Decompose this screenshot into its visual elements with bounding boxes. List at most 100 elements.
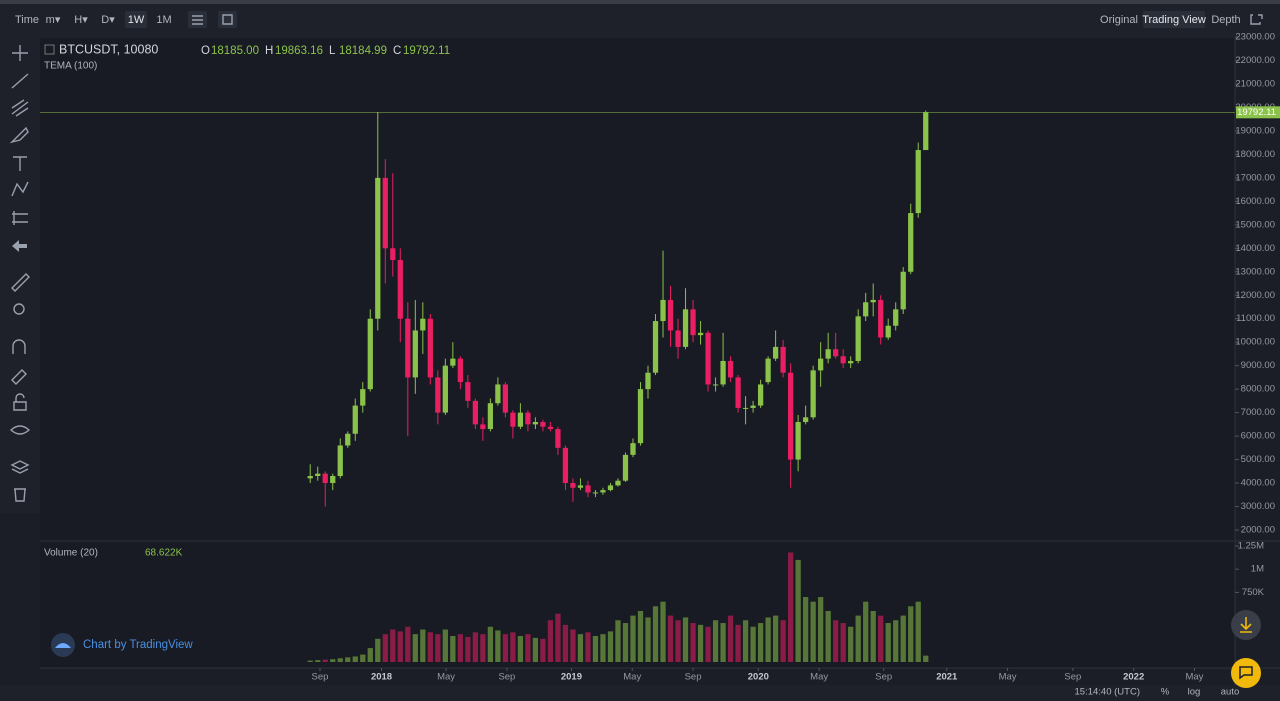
volume-bar (682, 617, 689, 662)
volume-bar (757, 623, 764, 662)
magnet-tool[interactable] (12, 339, 26, 354)
prediction-tool[interactable] (12, 211, 28, 225)
fib-tool[interactable] (11, 99, 29, 117)
delete-tool[interactable] (14, 488, 26, 502)
view-button[interactable]: Trading View (1142, 14, 1206, 26)
status-percent[interactable]: % (1161, 687, 1170, 698)
y-tick-label: 19000.00 (1235, 125, 1275, 136)
candle-body (525, 412, 531, 425)
volume-bar (360, 654, 366, 662)
candle-body (450, 358, 456, 366)
volume-bar (307, 660, 313, 662)
y-tick-label: 18000.00 (1235, 149, 1275, 160)
volume-bar (712, 620, 719, 662)
status-auto[interactable]: auto (1221, 687, 1240, 698)
volume-bar (697, 624, 704, 662)
x-tick-label: Sep (1064, 672, 1081, 683)
volume-bar (675, 620, 681, 662)
visibility-tool[interactable] (9, 425, 31, 435)
candle-body (690, 309, 696, 336)
volume-bar (562, 624, 569, 662)
volume-bar (510, 632, 516, 662)
candle-body (472, 400, 478, 425)
drawing-tools (9, 45, 31, 502)
candle-body (720, 360, 726, 385)
indicators-button[interactable] (218, 11, 237, 28)
candle-body (667, 299, 674, 331)
back-tool[interactable] (12, 240, 27, 252)
volume-bar (788, 552, 794, 662)
status-log[interactable]: log (1188, 687, 1201, 698)
y-tick-label: 11000.00 (1236, 313, 1275, 324)
candle-body (307, 476, 313, 479)
candle-body (675, 330, 681, 347)
watermark[interactable]: Chart by TradingView (83, 639, 193, 651)
candle-body (375, 177, 381, 319)
volume-bar (465, 636, 471, 662)
candle-body (727, 360, 734, 378)
x-tick-label: Sep (685, 672, 702, 683)
volume-bar (772, 615, 779, 662)
interval-button[interactable]: m▾ (46, 14, 61, 26)
view-button[interactable]: Depth (1211, 14, 1240, 26)
candle-body (772, 346, 779, 359)
pattern-tool[interactable] (11, 181, 29, 197)
volume-bar (600, 634, 606, 662)
collapse-legend[interactable] (44, 44, 55, 55)
candle-body (712, 384, 719, 386)
candle-body (637, 389, 644, 444)
candle-body (465, 382, 471, 401)
volume-bar (742, 620, 749, 662)
layers-tool[interactable] (10, 460, 30, 474)
candle-body (900, 271, 906, 310)
candle-body (697, 332, 704, 336)
candle-body (705, 332, 711, 385)
y-tick-label: 12000.00 (1235, 290, 1275, 301)
zoom-tool[interactable] (13, 303, 25, 315)
volume-bar (322, 659, 328, 662)
candle-body (765, 358, 771, 383)
candle-body (412, 330, 418, 378)
volume-bar (622, 623, 629, 662)
status-bar (0, 685, 1280, 701)
volume-bar (367, 648, 373, 662)
crosshair-tool[interactable] (12, 45, 28, 61)
candle-body (315, 473, 321, 477)
chat-button[interactable] (1231, 658, 1261, 688)
interval-button[interactable]: 1M (156, 14, 171, 26)
candle-body (322, 473, 328, 484)
left-toolbar (0, 38, 40, 513)
candle-body (848, 360, 854, 364)
candle-body (652, 321, 659, 373)
candle-body (810, 370, 816, 418)
candle-body (878, 299, 884, 338)
lock-draw-tool[interactable] (11, 369, 27, 385)
volume-bar (607, 631, 614, 662)
ohlc-value: 18184.99 (339, 45, 387, 57)
x-tick-label: May (623, 672, 641, 683)
candle-body (585, 485, 591, 493)
view-button[interactable]: Original (1100, 14, 1138, 26)
volume-bar (893, 620, 899, 662)
candle-body (352, 405, 358, 434)
brush-tool[interactable] (9, 126, 29, 144)
candle-body (382, 177, 388, 249)
line-tool[interactable] (11, 73, 29, 89)
lock-tool[interactable] (13, 393, 27, 411)
text-tool[interactable] (13, 156, 27, 171)
interval-button[interactable]: H▾ (74, 14, 88, 26)
active-interval-bg (125, 11, 147, 28)
fullscreen-button[interactable] (1250, 14, 1263, 25)
volume-tick-label: 1.25M (1238, 541, 1264, 552)
volume-bar (502, 634, 509, 662)
interval-button[interactable]: D▾ (101, 14, 115, 26)
measure-tool[interactable] (11, 273, 30, 292)
candle-body (607, 485, 614, 491)
interval-button[interactable]: 1W (128, 14, 145, 26)
candle-body (863, 302, 869, 317)
candle-body (788, 372, 794, 460)
volume-bar (495, 630, 501, 662)
candle-body (795, 422, 801, 460)
volume-bar (810, 601, 816, 662)
x-tick-label: 2018 (371, 672, 392, 683)
